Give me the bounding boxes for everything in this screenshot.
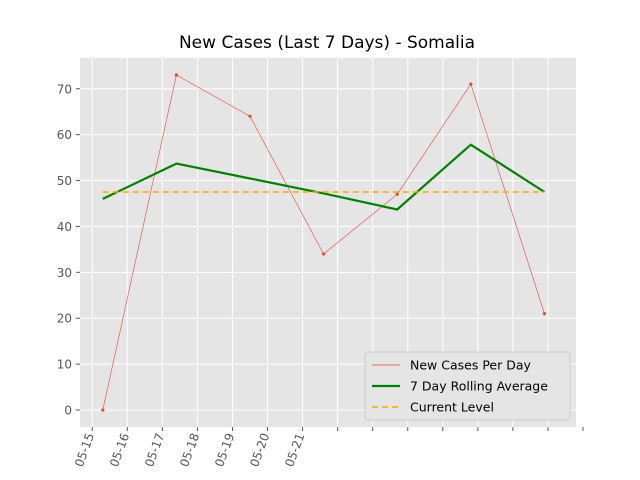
legend-label-rolling-average: 7 Day Rolling Average <box>410 379 548 394</box>
data-point <box>395 192 399 196</box>
legend: New Cases Per Day 7 Day Rolling Average … <box>364 351 571 421</box>
series-layer <box>101 73 547 412</box>
data-point <box>469 82 473 86</box>
y-tick-label: 10 <box>57 358 72 372</box>
x-tick-label: 05-15 <box>72 431 97 469</box>
y-tick-label: 60 <box>57 128 72 142</box>
y-axis: 0 10 20 30 40 50 60 70 <box>57 82 80 418</box>
chart-title: New Cases (Last 7 Days) - Somalia <box>179 33 475 53</box>
legend-label-current-level: Current Level <box>410 400 494 415</box>
y-tick-label: 40 <box>57 220 72 234</box>
data-point <box>322 252 326 256</box>
x-tick-label: 05-17 <box>142 431 167 469</box>
x-tick-label: 05-20 <box>247 431 272 469</box>
data-point <box>174 73 178 77</box>
x-axis: 05-15 05-16 05-17 05-18 05-19 05-20 05-21 <box>72 427 584 469</box>
series-line <box>102 143 546 211</box>
y-tick-label: 50 <box>57 174 72 188</box>
data-point <box>542 312 547 316</box>
legend-label-new-cases: New Cases Per Day <box>410 358 531 373</box>
y-tick-label: 20 <box>57 312 72 326</box>
x-tick-label: 05-19 <box>212 431 237 469</box>
x-tick-label: 05-18 <box>177 431 202 469</box>
legend-box <box>364 351 571 421</box>
x-tick-label: 05-21 <box>282 431 307 469</box>
y-tick-label: 0 <box>64 404 72 418</box>
y-tick-label: 30 <box>57 266 72 280</box>
data-point <box>101 408 105 412</box>
x-tick-label: 05-16 <box>107 431 132 469</box>
data-point <box>248 114 252 118</box>
y-tick-label: 70 <box>57 82 72 96</box>
